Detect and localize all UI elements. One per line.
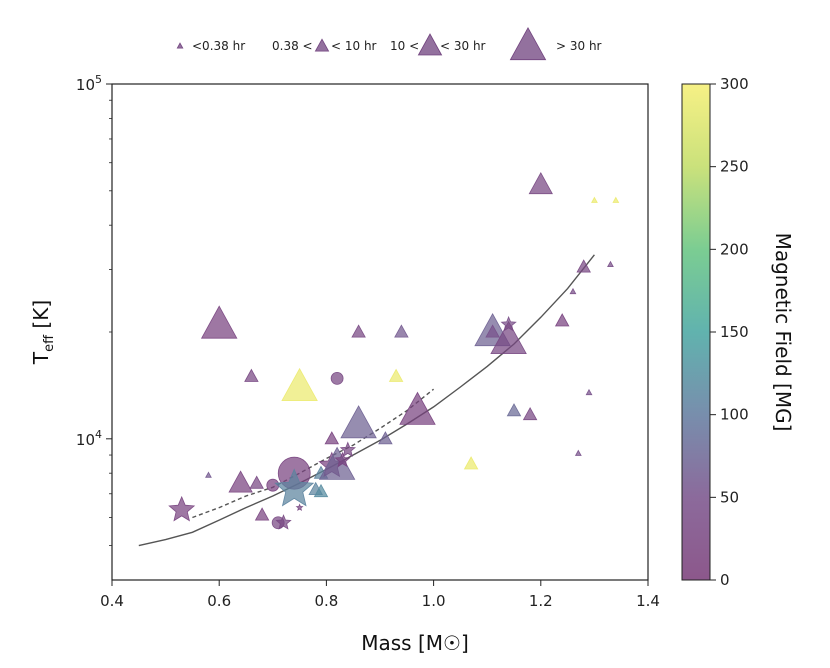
data-point-triangle (340, 405, 377, 439)
x-tick-label: 1.0 (422, 592, 446, 610)
data-point-triangle (351, 324, 366, 338)
legend-label: > 30 hr (556, 39, 602, 53)
data-point-triangle (506, 403, 522, 417)
legend-label: <0.38 hr (192, 39, 245, 53)
legend-marker-icon (314, 38, 330, 52)
data-point-triangle (574, 449, 582, 456)
colorbar (681, 83, 711, 581)
data-point-star (168, 495, 196, 522)
colorbar-tick-label: 100 (720, 406, 749, 424)
y-tick-label: 105 (76, 73, 102, 94)
y-axis-label: Teff [K] (29, 300, 57, 365)
data-point-circle (330, 371, 344, 385)
y-axis-label-sub: eff (42, 334, 57, 352)
data-point-triangle (607, 260, 614, 268)
x-tick-label: 0.8 (314, 592, 338, 610)
colorbar-ticks: 0 50 100 150 200 250 300 (710, 75, 749, 589)
legend-marker-icon (176, 42, 184, 49)
data-point-triangle (249, 475, 264, 489)
colorbar-tick-label: 150 (720, 323, 749, 341)
y-axis-label-unit: [K] (29, 300, 53, 335)
data-point-triangle (200, 305, 238, 339)
colorbar-tick-label: 50 (720, 488, 739, 506)
data-point-triangle (281, 367, 318, 402)
y-tick-label: 104 (76, 428, 102, 449)
data-point-triangle (485, 324, 500, 338)
x-tick-label: 0.6 (207, 592, 231, 610)
data-point-triangle (378, 431, 393, 445)
data-point-triangle (324, 431, 340, 445)
x-axis: 0.4 0.6 0.8 1.0 1.2 1.4 (100, 580, 660, 610)
data-point-star (275, 514, 292, 530)
legend-marker-icon (509, 26, 547, 61)
data-point-triangle (313, 483, 329, 498)
dashed-relation-line (192, 388, 435, 519)
data-point-triangle (254, 507, 270, 521)
data-point-triangle (585, 388, 593, 396)
data-point-triangle (463, 456, 479, 470)
x-axis-label: Mass [M☉] (361, 631, 469, 655)
data-point-triangle (591, 196, 598, 203)
x-tick-label: 1.2 (529, 592, 553, 610)
data-point-triangle (490, 320, 527, 355)
data-point-triangle (394, 324, 409, 338)
data-point-triangle (554, 313, 570, 327)
plot-area (112, 84, 648, 580)
points-layer (168, 171, 620, 530)
data-point-star (334, 451, 351, 468)
data-point-star (274, 468, 315, 507)
data-point-triangle (244, 368, 259, 382)
colorbar-tick-label: 250 (720, 158, 749, 176)
data-point-star (295, 503, 304, 511)
data-point-triangle (388, 368, 404, 382)
y-axis-label-main: T (29, 351, 53, 365)
colorbar-tick-label: 200 (720, 240, 749, 258)
data-point-triangle (399, 391, 436, 425)
colorbar-label: Magnetic Field [MG] (771, 233, 795, 432)
data-point-triangle (569, 287, 577, 295)
legend-label: < 30 hr (440, 39, 486, 53)
legend-label: < 10 hr (331, 39, 377, 53)
x-tick-label: 1.4 (636, 592, 660, 610)
legend: <0.38 hr 0.38 < < 10 hr 10 < < 30 hr > 30 hr (176, 26, 602, 61)
legend-prefix: 0.38 < (272, 39, 313, 53)
data-point-triangle (205, 471, 212, 478)
colorbar-tick-label: 300 (720, 75, 749, 93)
data-point-triangle (522, 406, 538, 421)
data-point-triangle (576, 259, 591, 273)
y-axis: 104 105 (76, 73, 112, 547)
data-point-star (339, 441, 357, 457)
data-point-triangle (228, 470, 253, 493)
colorbar-tick-label: 0 (720, 571, 730, 589)
legend-prefix: 10 < (390, 39, 419, 53)
legend-marker-icon (417, 33, 443, 56)
x-tick-label: 0.4 (100, 592, 124, 610)
data-point-triangle (612, 196, 620, 203)
data-point-triangle (528, 171, 553, 195)
